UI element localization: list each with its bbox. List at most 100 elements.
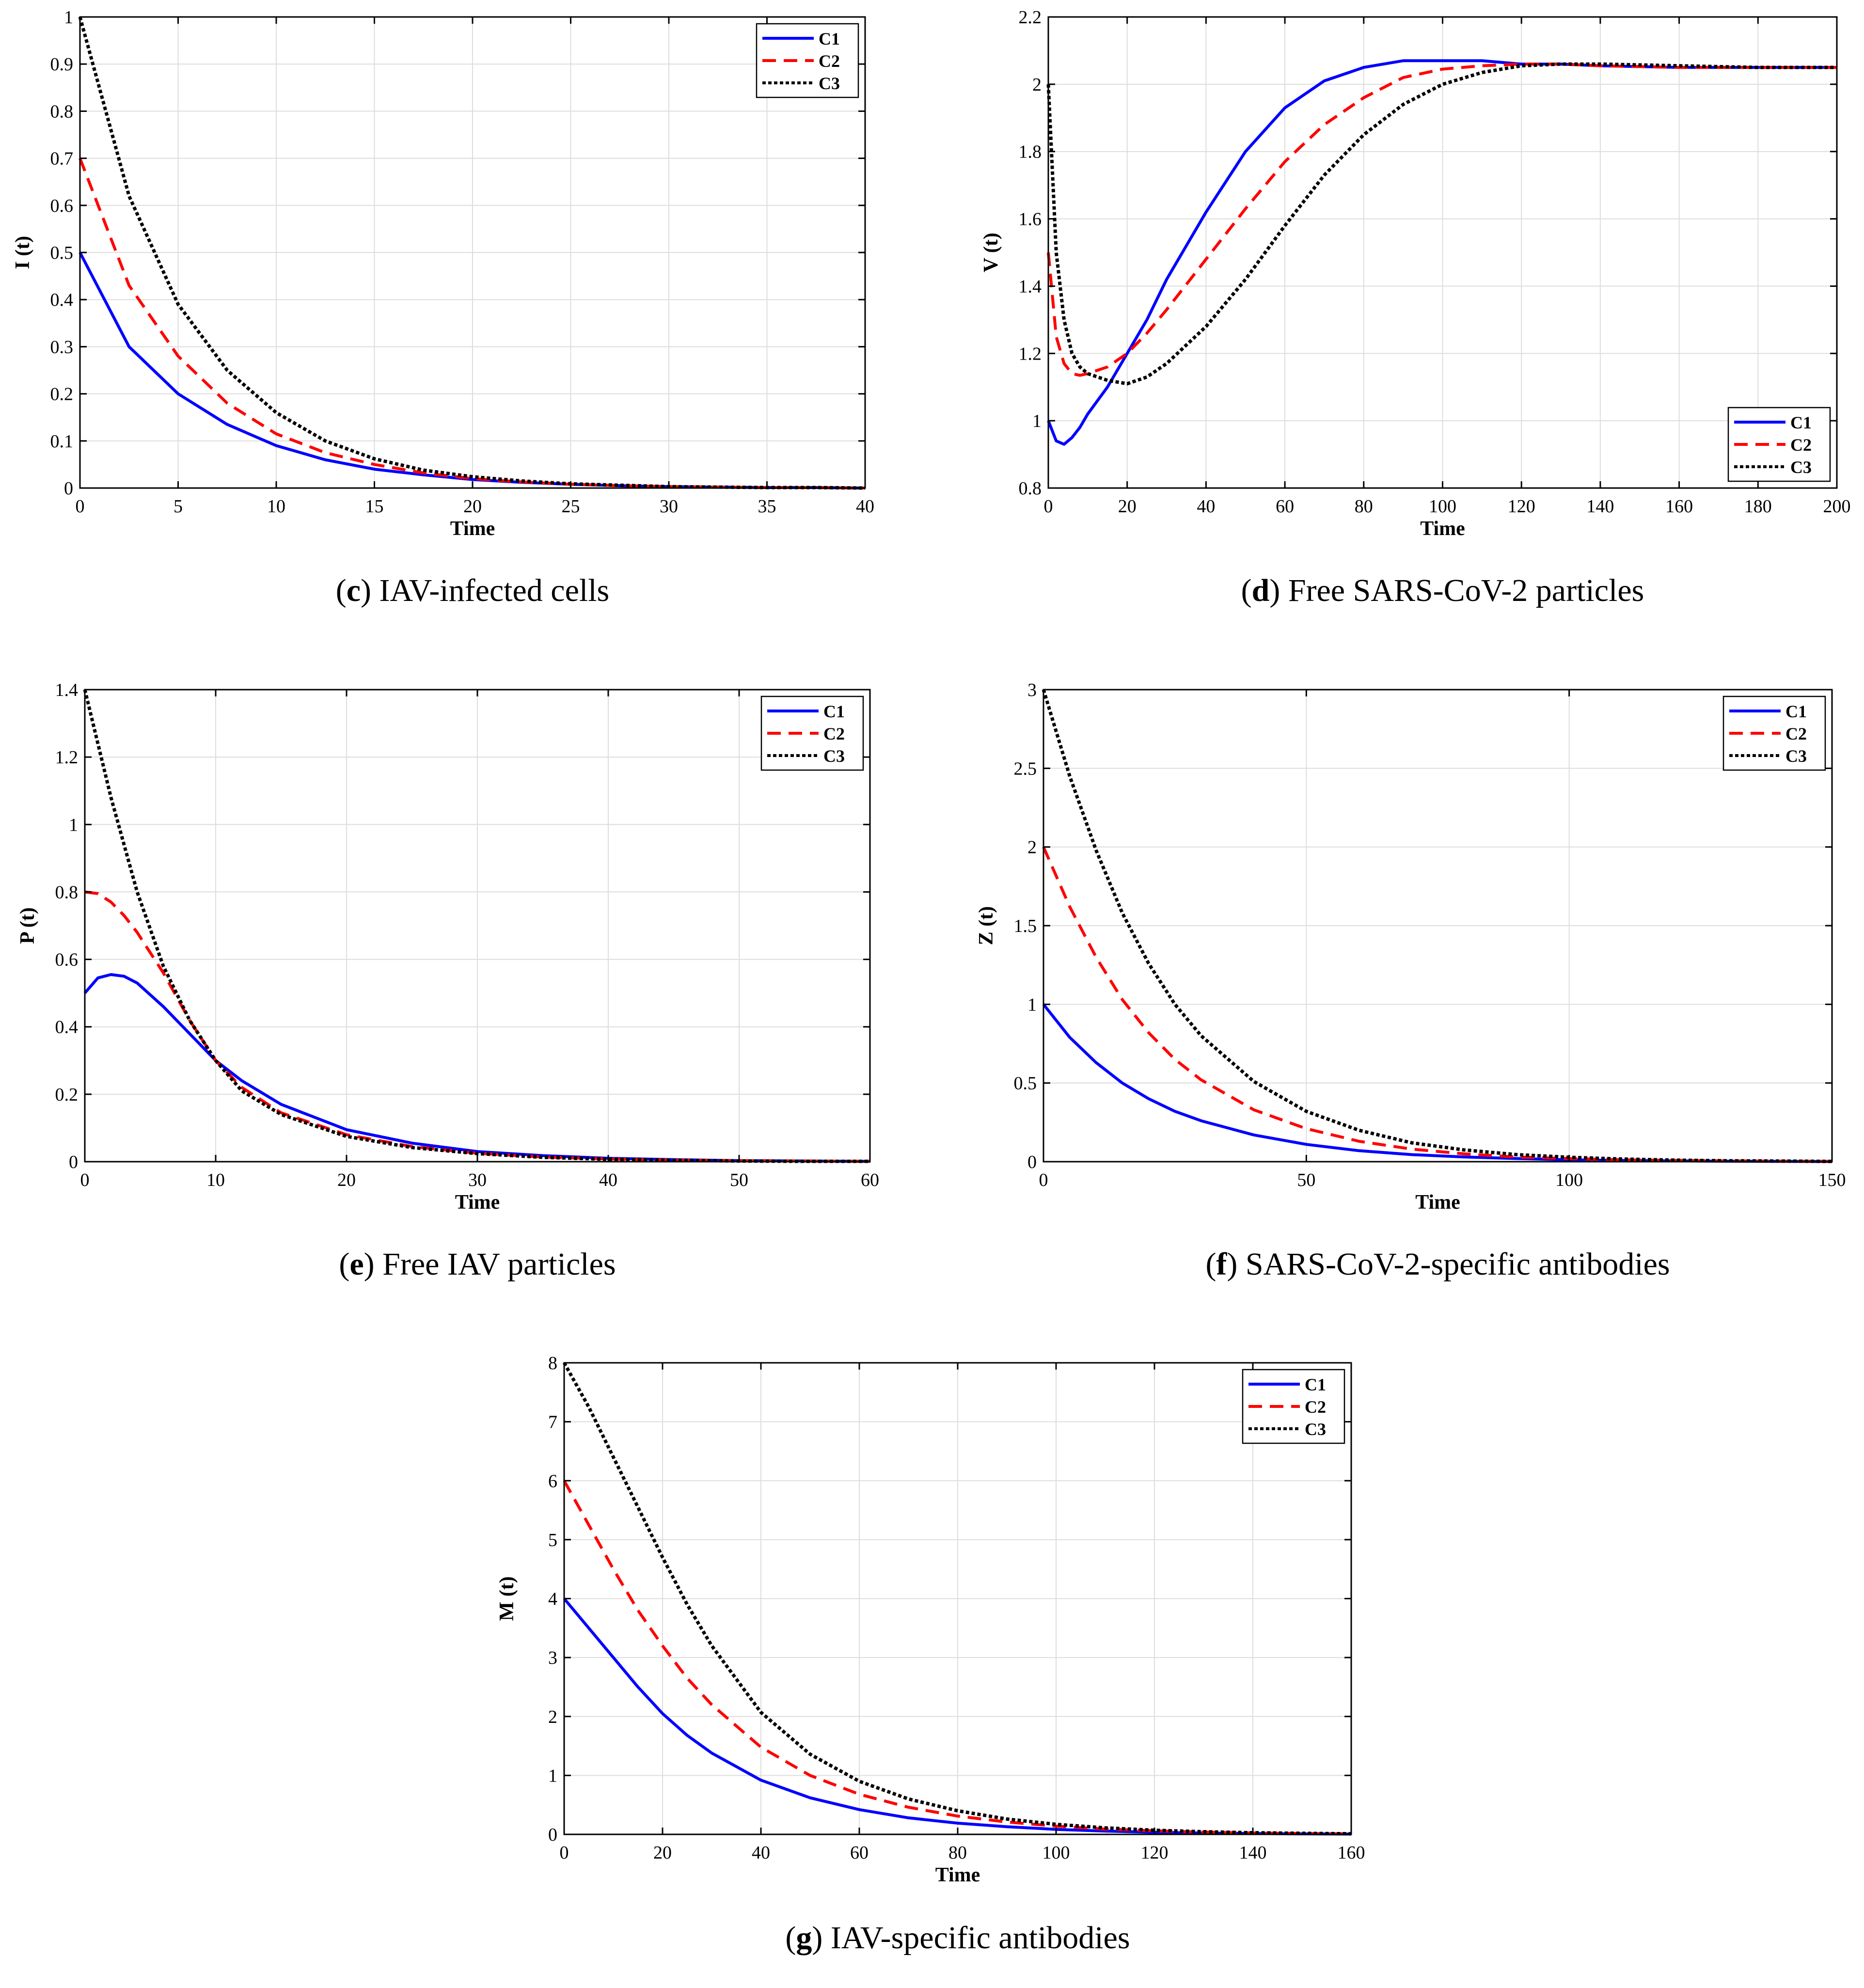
series-line-c3 bbox=[83, 689, 870, 1163]
y-tick-label: 2 bbox=[548, 1707, 557, 1727]
caption-paren: ( bbox=[336, 573, 347, 608]
x-tick-label: 20 bbox=[337, 1170, 356, 1190]
x-tick-label: 10 bbox=[267, 496, 285, 517]
legend: C1 C2 C3 bbox=[756, 23, 859, 98]
caption-paren: ) bbox=[364, 1246, 382, 1282]
y-tick-label: 1 bbox=[1032, 411, 1042, 431]
legend: C1 C2 C3 bbox=[1722, 695, 1826, 771]
caption-letter: e bbox=[349, 1246, 363, 1282]
series-line-c2 bbox=[84, 890, 870, 1163]
x-tick-label: 80 bbox=[948, 1843, 967, 1863]
y-tick-label: 0.5 bbox=[50, 243, 74, 263]
y-tick-label: 1.4 bbox=[55, 680, 79, 700]
y-tick-label: 0.8 bbox=[50, 101, 74, 122]
caption-paren: ( bbox=[785, 1920, 796, 1956]
caption-paren: ( bbox=[339, 1246, 349, 1282]
chart-e: 0 10 20 30 40 50 60 0 0.2 0.4 0.6 0.8 1 1.2 1.4 Time P (… bbox=[16, 680, 879, 1282]
y-axis-label: I (t) bbox=[12, 236, 34, 269]
y-tick-label: 0 bbox=[69, 1152, 78, 1172]
caption-paren: ( bbox=[1241, 573, 1252, 608]
caption-paren: ) bbox=[1227, 1246, 1245, 1282]
y-tick-label: 0 bbox=[1027, 1152, 1037, 1172]
x-tick-label: 5 bbox=[174, 496, 183, 517]
caption-paren: ) bbox=[1269, 573, 1288, 608]
x-tick-label: 100 bbox=[1043, 1843, 1070, 1863]
series-line-c2 bbox=[79, 158, 866, 489]
legend-label: C1 bbox=[1305, 1375, 1326, 1394]
caption-text: SARS-CoV-2-specific antibodies bbox=[1246, 1246, 1670, 1282]
x-tick-label: 180 bbox=[1744, 496, 1772, 517]
y-tick-label: 2 bbox=[1032, 75, 1042, 95]
legend-label: C2 bbox=[819, 51, 840, 71]
x-tick-label: 160 bbox=[1338, 1843, 1365, 1863]
series-line-c1 bbox=[563, 1597, 1352, 1836]
chart-g: 0 20 40 60 80 100 120 140 160 0 1 2 3 4 5 6 7 8 Time M (t) C… bbox=[496, 1353, 1365, 1956]
x-tick-label: 80 bbox=[1355, 496, 1373, 517]
series-line-c3 bbox=[1046, 62, 1837, 386]
x-tick-label: 20 bbox=[463, 496, 482, 517]
caption-paren: ) bbox=[361, 573, 379, 608]
x-tick-label: 60 bbox=[850, 1843, 869, 1863]
y-tick-label: 1.4 bbox=[1019, 276, 1042, 297]
legend-label: C3 bbox=[1790, 458, 1812, 477]
y-tick-label: 0.4 bbox=[55, 1017, 79, 1038]
x-tick-label: 35 bbox=[758, 496, 776, 517]
x-tick-label: 0 bbox=[80, 1170, 90, 1190]
y-tick-label: 4 bbox=[548, 1589, 557, 1609]
legend-label: C2 bbox=[823, 724, 845, 743]
x-tick-label: 50 bbox=[730, 1170, 748, 1190]
y-tick-label: 0.4 bbox=[50, 290, 74, 310]
y-tick-label: 0.1 bbox=[50, 431, 74, 452]
series-line-c2 bbox=[563, 1480, 1352, 1835]
caption-paren: ) bbox=[812, 1920, 830, 1956]
caption-letter: g bbox=[796, 1920, 812, 1956]
series-line-c3 bbox=[78, 16, 866, 490]
x-tick-label: 20 bbox=[1118, 496, 1137, 517]
y-tick-label: 0 bbox=[64, 478, 73, 499]
legend-label: C2 bbox=[1305, 1397, 1326, 1417]
series-line-c1 bbox=[1047, 59, 1837, 446]
x-axis-label: Time bbox=[1415, 1191, 1460, 1214]
caption-text: Free IAV particles bbox=[382, 1246, 616, 1282]
chart-c: 0 5 10 15 20 25 30 35 40 0 0.1 0.2 0.3 0.4 0.5 0.6 0.7 0.… bbox=[12, 7, 874, 608]
x-axis-label: Time bbox=[1420, 518, 1465, 540]
y-tick-label: 0.6 bbox=[55, 950, 79, 970]
x-axis-label: Time bbox=[450, 518, 495, 540]
x-tick-label: 100 bbox=[1555, 1170, 1583, 1190]
x-tick-label: 120 bbox=[1141, 1843, 1169, 1863]
y-tick-label: 6 bbox=[548, 1471, 557, 1491]
legend: C1 C2 C3 bbox=[1727, 407, 1831, 482]
x-tick-label: 30 bbox=[660, 496, 678, 517]
x-tick-label: 40 bbox=[856, 496, 874, 517]
x-tick-label: 40 bbox=[599, 1170, 617, 1190]
y-tick-label: 0.8 bbox=[55, 882, 79, 902]
legend-label: C2 bbox=[1790, 435, 1812, 455]
caption-text: Free SARS-CoV-2 particles bbox=[1288, 573, 1644, 608]
series-line-c3 bbox=[1042, 689, 1832, 1163]
x-tick-label: 15 bbox=[365, 496, 384, 517]
caption-f: (f) SARS-CoV-2-specific antibodies bbox=[1205, 1246, 1670, 1282]
x-tick-label: 140 bbox=[1586, 496, 1614, 517]
y-tick-label: 1 bbox=[69, 815, 78, 835]
series-line-c2 bbox=[1047, 63, 1837, 377]
x-tick-label: 30 bbox=[468, 1170, 487, 1190]
y-tick-label: 2 bbox=[1027, 837, 1037, 858]
y-tick-label: 1.2 bbox=[1019, 344, 1042, 364]
x-tick-label: 25 bbox=[562, 496, 580, 517]
caption-text: IAV-infected cells bbox=[379, 573, 610, 608]
y-tick-label: 5 bbox=[548, 1530, 557, 1550]
x-axis-label: Time bbox=[935, 1864, 980, 1886]
y-tick-label: 1 bbox=[64, 7, 73, 28]
y-axis-label: P (t) bbox=[16, 907, 39, 944]
y-tick-label: 0.6 bbox=[50, 196, 74, 216]
y-tick-label: 1.6 bbox=[1019, 209, 1042, 230]
y-axis-label: Z (t) bbox=[975, 906, 997, 945]
chart-d: 0 20 40 60 80 100 120 140 160 180 200 0.8 1 1.2 1.4 1.6… bbox=[980, 7, 1851, 608]
legend-label: C1 bbox=[1790, 413, 1812, 432]
x-tick-label: 0 bbox=[560, 1843, 569, 1863]
x-tick-label: 150 bbox=[1818, 1170, 1846, 1190]
caption-letter: f bbox=[1216, 1246, 1227, 1282]
series-line-c3 bbox=[562, 1362, 1352, 1836]
legend-label: C2 bbox=[1785, 724, 1807, 743]
